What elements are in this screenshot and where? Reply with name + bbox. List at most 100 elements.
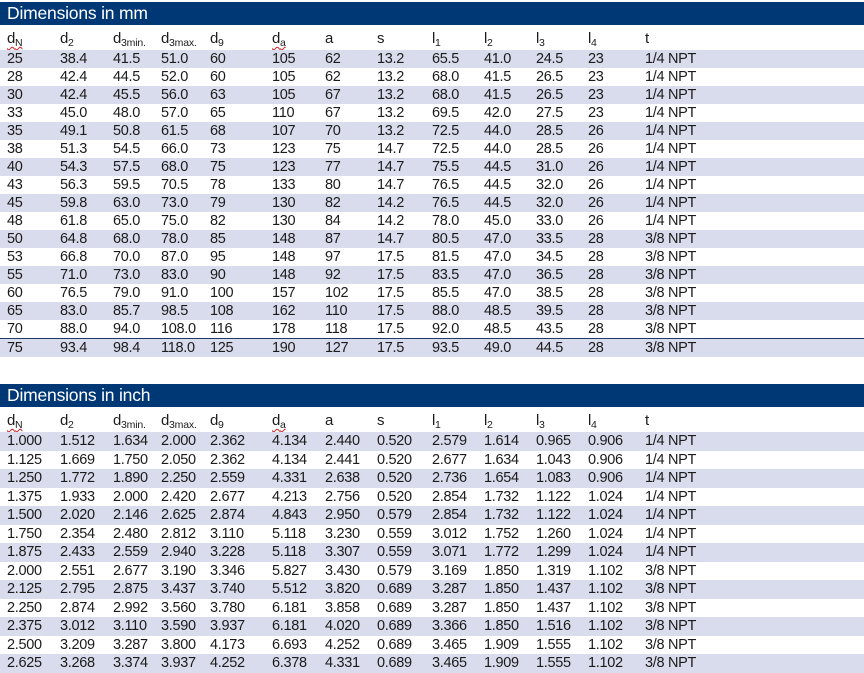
table-cell: 66.8 <box>60 249 88 265</box>
table-cell: 78 <box>210 177 226 193</box>
table-cell: 3.110 <box>210 525 244 542</box>
table-row: 35 49.1 50.8 61.5 68 107 70 13.2 72.5 44.0 28.5 26 1… <box>0 122 864 140</box>
table-cell: 3.012 <box>60 617 113 636</box>
table-cell: 28 <box>588 285 604 301</box>
table-cell: 0.689 <box>377 654 432 673</box>
table-cell: 3/8 NPT <box>645 285 697 301</box>
table-cell: 28 <box>7 69 23 85</box>
table-cell: 43 <box>7 177 23 193</box>
table-cell: 48.5 <box>484 302 536 320</box>
table-cell: 1.102 <box>588 562 623 579</box>
table-cell: 13.2 <box>377 86 432 104</box>
table-cell: 2.559 <box>113 543 161 562</box>
table-cell: 33 <box>7 105 23 121</box>
table-cell: 23 <box>588 50 645 68</box>
table-row: 33 45.0 48.0 57.0 65 110 67 13.2 69.5 42.0 27.5 23 1… <box>0 104 864 122</box>
table-cell: 51.3 <box>60 141 88 157</box>
table-cell: 110 <box>325 302 377 320</box>
table-row: 53 66.8 70.0 87.0 95 148 97 17.5 81.5 47.0 34.5 28 3… <box>0 248 864 266</box>
table-cell: 1.555 <box>536 636 571 653</box>
table-row: 75 93.4 98.4 118.0 125 190 127 17.5 93.5 49.0 44.5… <box>0 338 864 357</box>
table-cell: 44.5 <box>484 158 536 176</box>
table-cell: 2.756 <box>325 488 360 505</box>
table-cell: 13.2 <box>377 69 405 85</box>
table-row: 50 64.8 68.0 78.0 85 148 87 14.7 80.5 47.0 33.5 28 3… <box>0 230 864 248</box>
table-cell: 2.551 <box>60 562 95 579</box>
table-cell: 1.102 <box>588 580 645 599</box>
table-cell: 3.430 <box>325 562 360 579</box>
table-cell: 130 <box>272 213 296 229</box>
table-cell: 6.378 <box>272 654 325 673</box>
table-cell: 70.5 <box>161 177 189 193</box>
inch-table-section: Dimensions in inch dN d2 d3min. d3max. d9 da a… <box>0 384 864 673</box>
table-cell: 55 <box>0 266 60 284</box>
table-header-row: dN d2 d3min. d3max. d9 da a s l1 l2 l3 l4 t <box>0 407 864 432</box>
table-cell: 3.287 <box>432 599 467 616</box>
table-cell: 26 <box>588 177 604 193</box>
table-cell: 68.0 <box>432 86 484 104</box>
table-cell: 1/4 NPT <box>645 158 864 176</box>
table-cell: 54.5 <box>113 141 141 157</box>
table-cell: 3.071 <box>432 543 484 562</box>
table-row: 48 61.8 65.0 75.0 82 130 84 14.2 78.0 45.0 33.0 26 1… <box>0 212 864 230</box>
table-cell: 75 <box>0 338 60 357</box>
table-cell: 45 <box>0 194 60 212</box>
table-cell: 2.000 <box>161 432 210 451</box>
table-cell: 3.374 <box>113 654 161 673</box>
table-row: 1.500 2.020 2.146 2.625 2.874 4.843 2.950 0.579… <box>0 506 864 525</box>
table-cell: 1/4 NPT <box>645 525 697 542</box>
column-header-d9: d9 <box>210 30 224 49</box>
table-cell: 0.689 <box>377 599 412 616</box>
column-header-l3: l3 <box>536 412 545 431</box>
table-cell: 25 <box>0 50 60 68</box>
table-cell: 71.0 <box>60 266 113 284</box>
table-cell: 1/4 NPT <box>645 86 864 104</box>
table-cell: 118.0 <box>161 338 210 357</box>
table-cell: 17.5 <box>377 321 405 337</box>
table-cell: 72.5 <box>432 141 460 157</box>
table-cell: 2.795 <box>60 580 113 599</box>
table-cell: 75.5 <box>432 158 484 176</box>
table-cell: 1.102 <box>588 636 623 653</box>
table-cell: 0.559 <box>377 543 432 562</box>
table-cell: 1.732 <box>484 488 519 505</box>
table-cell: 56.0 <box>161 86 210 104</box>
table-cell: 23 <box>588 105 604 121</box>
table-cell: 0.906 <box>588 451 623 468</box>
table-cell: 0.906 <box>588 432 645 451</box>
table-cell: 76.5 <box>432 194 484 212</box>
table-cell: 0.689 <box>377 617 432 636</box>
table-cell: 2.420 <box>161 488 196 505</box>
table-row: 65 83.0 85.7 98.5 108 162 110 17.5 88.0 48.5 39.5 2… <box>0 302 864 320</box>
table-cell: 2.125 <box>0 580 60 599</box>
table-cell: 60 <box>210 69 226 85</box>
table-cell: 1.669 <box>60 451 95 468</box>
table-cell: 3.012 <box>432 525 467 542</box>
table-cell: 1.850 <box>484 562 519 579</box>
table-cell: 34.5 <box>536 249 564 265</box>
table-cell: 42.4 <box>60 86 113 104</box>
table-cell: 84 <box>325 213 341 229</box>
table-cell: 3.560 <box>161 599 196 616</box>
table-cell: 98.4 <box>113 338 161 357</box>
table-cell: 1.732 <box>484 506 536 525</box>
table-cell: 31.0 <box>536 158 588 176</box>
table-cell: 62 <box>325 50 377 68</box>
table-cell: 82 <box>325 194 377 212</box>
table-cell: 1.875 <box>0 543 60 562</box>
mm-table-section: Dimensions in mm dN d2 d3min. d3max. d9 da a s l… <box>0 2 864 357</box>
table-cell: 40 <box>0 158 60 176</box>
table-cell: 2.000 <box>113 488 148 505</box>
table-cell: 1.850 <box>484 580 536 599</box>
table-cell: 28 <box>588 249 604 265</box>
table-cell: 110 <box>272 105 295 121</box>
table-cell: 1.512 <box>60 432 113 451</box>
table-cell: 2.441 <box>325 451 360 468</box>
table-cell: 70.0 <box>113 249 141 265</box>
table-cell: 3.228 <box>210 543 272 562</box>
table-cell: 3/8 NPT <box>645 599 697 616</box>
table-cell: 5.118 <box>272 525 306 542</box>
table-cell: 1.299 <box>536 543 588 562</box>
table-cell: 100 <box>210 285 234 301</box>
table-cell: 33.5 <box>536 230 588 248</box>
